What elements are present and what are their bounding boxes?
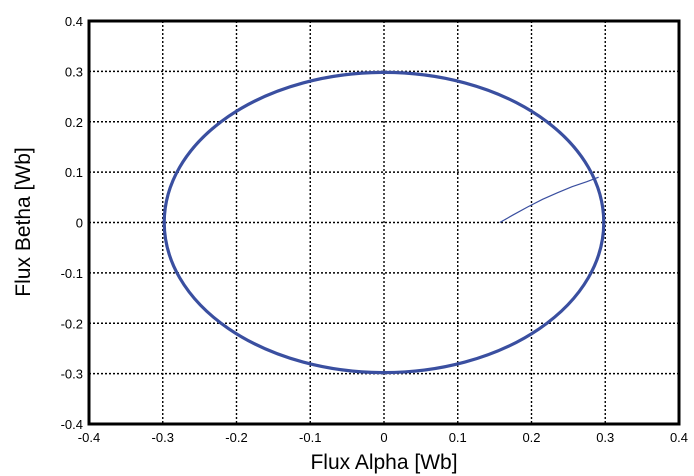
x-tick-label: -0.2 [225,430,247,445]
y-tick-labels: -0.4 -0.3 -0.2 -0.1 0 0.1 0.2 0.3 0.4 [61,14,83,432]
x-tick-label: 0.3 [596,430,614,445]
y-tick-label: 0.2 [65,115,83,130]
x-tick-label: 0.1 [449,430,467,445]
x-tick-label: 0 [380,430,387,445]
x-tick-label: -0.4 [78,430,100,445]
x-tick-label: 0.2 [522,430,540,445]
x-tick-label: -0.3 [152,430,174,445]
y-tick-label: -0.4 [61,417,83,432]
x-tick-label: -0.1 [299,430,321,445]
flux-circle-trajectory [162,70,606,375]
x-tick-labels: -0.4 -0.3 -0.2 -0.1 0 0.1 0.2 0.3 0.4 [78,430,688,445]
flux-transient-trajectory [499,176,599,224]
y-tick-label: -0.1 [61,266,83,281]
x-axis-label: Flux Alpha [Wb] [310,451,457,474]
x-tick-label: 0.4 [670,430,688,445]
plot-frame [87,19,681,426]
y-tick-label: -0.2 [61,316,83,331]
plot-series [162,70,606,375]
y-tick-label: 0.3 [65,64,83,79]
y-tick-label: -0.3 [61,367,83,382]
y-tick-label: 0 [76,216,83,231]
y-tick-label: 0.1 [65,165,83,180]
y-tick-label: 0.4 [65,14,83,29]
y-axis-label: Flux Betha [Wb] [12,147,35,296]
grid-lines [89,21,679,424]
